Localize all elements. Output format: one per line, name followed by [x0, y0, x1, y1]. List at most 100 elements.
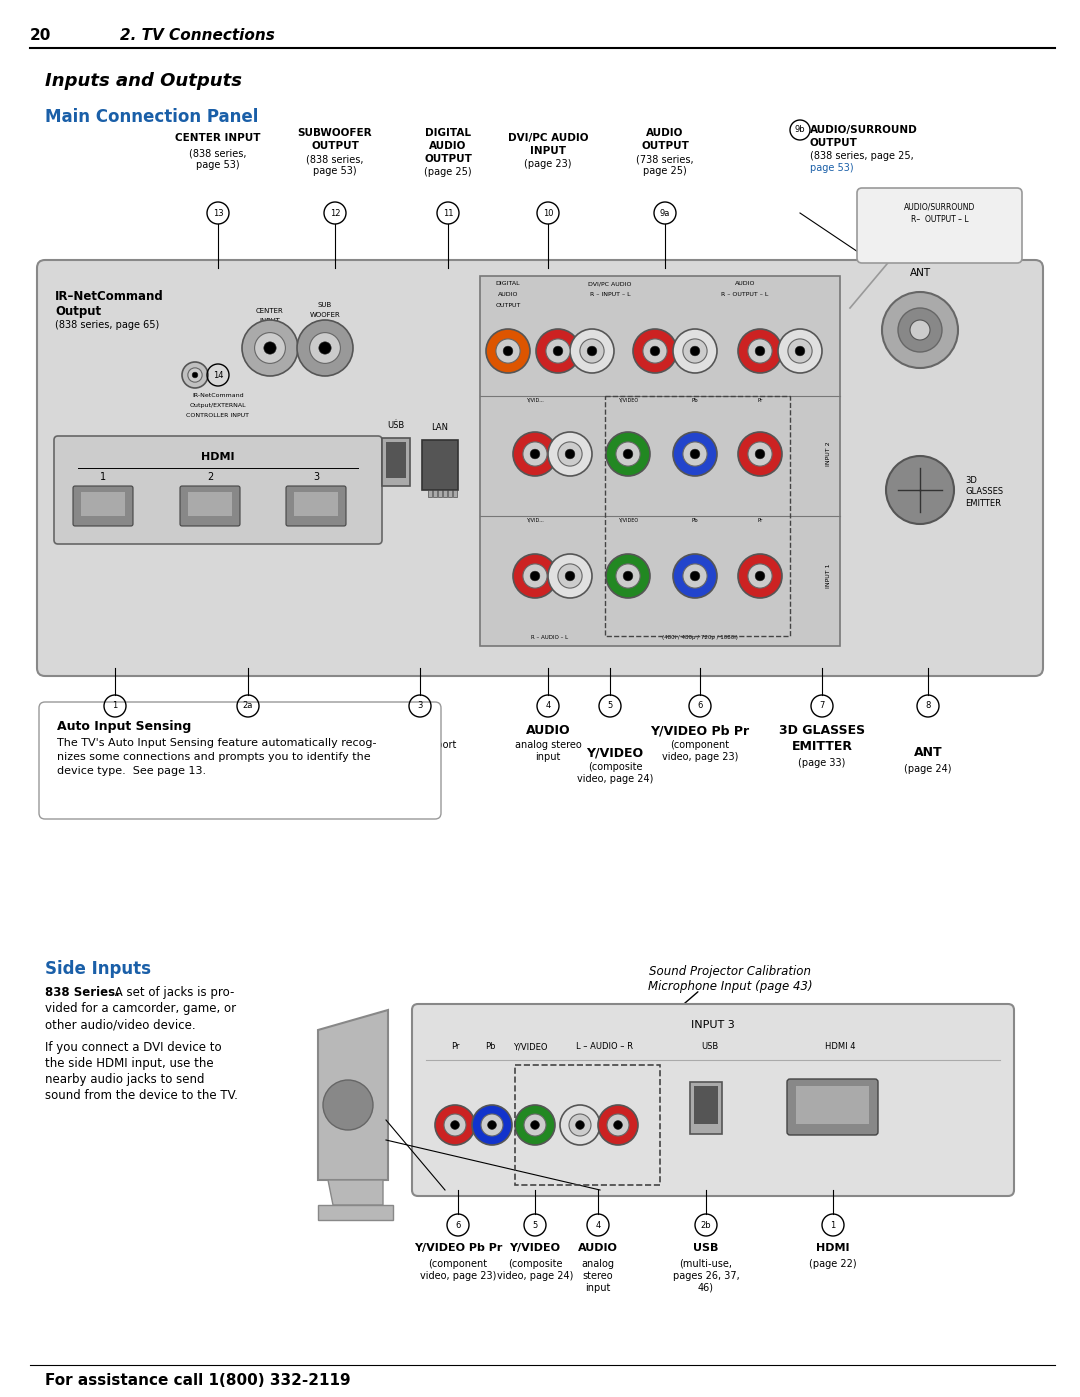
- Text: 3: 3: [417, 701, 422, 711]
- Circle shape: [896, 237, 904, 244]
- FancyBboxPatch shape: [453, 490, 457, 497]
- Text: SUB: SUB: [318, 302, 333, 307]
- Circle shape: [503, 346, 513, 356]
- Circle shape: [570, 330, 615, 373]
- Text: (page 24): (page 24): [904, 764, 951, 774]
- FancyBboxPatch shape: [443, 490, 446, 497]
- Text: (838 series,: (838 series,: [189, 148, 246, 158]
- Text: DVI/PC AUDIO: DVI/PC AUDIO: [589, 281, 632, 286]
- Circle shape: [297, 320, 353, 376]
- Text: (page 23): (page 23): [524, 159, 571, 169]
- Text: OUTPUT: OUTPUT: [496, 303, 521, 307]
- Circle shape: [242, 320, 298, 376]
- Circle shape: [623, 450, 633, 458]
- Circle shape: [530, 571, 540, 581]
- FancyBboxPatch shape: [286, 486, 346, 527]
- Text: page 25): page 25): [643, 166, 687, 176]
- Text: (page 25): (page 25): [424, 168, 472, 177]
- Text: Side Inputs: Side Inputs: [45, 960, 151, 978]
- Text: Microphone Input (page 43): Microphone Input (page 43): [648, 981, 812, 993]
- Circle shape: [890, 231, 909, 251]
- Text: EMITTER: EMITTER: [792, 740, 852, 753]
- Text: 2a: 2a: [243, 701, 253, 711]
- Circle shape: [561, 1105, 600, 1146]
- Circle shape: [588, 346, 597, 356]
- Circle shape: [481, 1113, 503, 1136]
- Text: 6: 6: [456, 1221, 461, 1229]
- Text: (838 series, page 65): (838 series, page 65): [55, 320, 159, 330]
- Text: 13: 13: [213, 208, 224, 218]
- Circle shape: [673, 432, 717, 476]
- Text: video, page 24): video, page 24): [497, 1271, 573, 1281]
- Circle shape: [755, 450, 765, 458]
- Circle shape: [882, 224, 918, 258]
- FancyBboxPatch shape: [294, 492, 338, 515]
- Text: 12: 12: [329, 208, 340, 218]
- Text: page 53): page 53): [313, 166, 356, 176]
- Text: input: input: [536, 752, 561, 761]
- Text: R – INPUT – L: R – INPUT – L: [590, 292, 631, 298]
- Text: 8: 8: [926, 701, 931, 711]
- Circle shape: [886, 455, 954, 524]
- Text: GLASSES: GLASSES: [966, 488, 1003, 496]
- Text: vided for a camcorder, game, or: vided for a camcorder, game, or: [45, 1002, 237, 1016]
- Circle shape: [978, 237, 986, 244]
- FancyBboxPatch shape: [858, 189, 1022, 263]
- Circle shape: [606, 432, 650, 476]
- Text: AUDIO: AUDIO: [498, 292, 518, 298]
- Circle shape: [530, 1120, 539, 1129]
- FancyBboxPatch shape: [433, 490, 436, 497]
- FancyBboxPatch shape: [73, 486, 133, 527]
- Text: nizes some connections and prompts you to identify the: nizes some connections and prompts you t…: [57, 752, 370, 761]
- Text: EMITTER: EMITTER: [966, 499, 1001, 509]
- Text: Output/EXTERNAL: Output/EXTERNAL: [190, 402, 246, 408]
- Circle shape: [738, 432, 782, 476]
- Circle shape: [690, 571, 700, 581]
- Text: video, page 23): video, page 23): [662, 752, 739, 761]
- Polygon shape: [318, 1010, 388, 1180]
- Text: OUTPUT: OUTPUT: [311, 321, 339, 328]
- Text: Y/VIDEO Pb Pr: Y/VIDEO Pb Pr: [414, 1243, 502, 1253]
- Text: page 45): page 45): [399, 752, 442, 761]
- Circle shape: [616, 441, 640, 467]
- Text: Inputs and Outputs: Inputs and Outputs: [45, 73, 242, 89]
- Text: HDMI: HDMI: [96, 724, 134, 738]
- Text: 4: 4: [545, 701, 551, 711]
- FancyBboxPatch shape: [690, 1083, 723, 1134]
- Circle shape: [513, 432, 557, 476]
- Circle shape: [747, 564, 772, 588]
- FancyBboxPatch shape: [180, 486, 240, 527]
- FancyBboxPatch shape: [39, 703, 441, 819]
- Text: SUBWOOFER: SUBWOOFER: [298, 129, 373, 138]
- Text: (838 series, page 25,: (838 series, page 25,: [810, 151, 914, 161]
- Circle shape: [486, 330, 530, 373]
- Text: R–  OUTPUT – L: R– OUTPUT – L: [910, 215, 969, 224]
- Circle shape: [523, 564, 548, 588]
- Text: LAN: LAN: [406, 724, 434, 738]
- Text: CONTROLLER INPUT: CONTROLLER INPUT: [187, 414, 249, 418]
- Circle shape: [673, 330, 717, 373]
- Text: device type.  See page 13.: device type. See page 13.: [57, 766, 206, 775]
- Text: Y/VIDEO: Y/VIDEO: [510, 1243, 561, 1253]
- Text: page 53): page 53): [810, 163, 853, 173]
- Text: DIGITAL: DIGITAL: [496, 281, 521, 286]
- Text: (838 series,: (838 series,: [307, 154, 364, 163]
- Circle shape: [255, 332, 285, 363]
- FancyBboxPatch shape: [382, 439, 410, 486]
- Text: input: input: [585, 1282, 610, 1294]
- Text: Y/VIDEO: Y/VIDEO: [513, 1042, 548, 1051]
- Text: 46): 46): [698, 1282, 714, 1294]
- Text: OUTPUT: OUTPUT: [810, 138, 858, 148]
- Text: 4: 4: [595, 1221, 600, 1229]
- Circle shape: [323, 1080, 373, 1130]
- Circle shape: [882, 292, 958, 367]
- Text: 1: 1: [112, 701, 118, 711]
- Circle shape: [738, 555, 782, 598]
- Text: Output: Output: [55, 305, 102, 319]
- Circle shape: [673, 555, 717, 598]
- Circle shape: [524, 1113, 546, 1136]
- Text: R – AUDIO – L: R – AUDIO – L: [531, 636, 568, 640]
- Circle shape: [910, 320, 930, 339]
- Circle shape: [188, 367, 202, 383]
- Text: page 53): page 53): [197, 161, 240, 170]
